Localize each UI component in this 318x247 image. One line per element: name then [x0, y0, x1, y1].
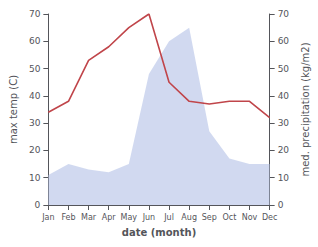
- svg-text:60: 60: [29, 36, 41, 46]
- svg-text:10: 10: [278, 173, 290, 183]
- svg-text:30: 30: [29, 118, 41, 128]
- svg-text:Jul: Jul: [163, 213, 174, 222]
- svg-text:40: 40: [29, 91, 41, 101]
- svg-text:Feb: Feb: [61, 213, 75, 222]
- svg-text:med. precipitation (kg/m2): med. precipitation (kg/m2): [300, 42, 311, 176]
- svg-text:max temp (C): max temp (C): [8, 75, 19, 144]
- svg-text:Sep: Sep: [202, 213, 217, 222]
- svg-text:10: 10: [29, 173, 41, 183]
- svg-text:20: 20: [278, 145, 290, 155]
- svg-text:0: 0: [35, 200, 41, 210]
- svg-text:50: 50: [278, 64, 290, 74]
- svg-text:70: 70: [29, 9, 41, 19]
- svg-text:Aug: Aug: [181, 213, 197, 222]
- svg-text:Jun: Jun: [142, 213, 156, 222]
- svg-text:20: 20: [29, 145, 41, 155]
- svg-text:0: 0: [278, 200, 284, 210]
- svg-text:May: May: [121, 213, 138, 222]
- svg-text:30: 30: [278, 118, 290, 128]
- svg-text:date (month): date (month): [122, 227, 196, 238]
- svg-text:50: 50: [29, 64, 41, 74]
- svg-text:40: 40: [278, 91, 290, 101]
- svg-text:Mar: Mar: [81, 213, 97, 222]
- svg-text:70: 70: [278, 9, 290, 19]
- svg-text:Oct: Oct: [222, 213, 236, 222]
- svg-text:60: 60: [278, 36, 290, 46]
- svg-text:Dec: Dec: [262, 213, 277, 222]
- svg-text:Nov: Nov: [242, 213, 258, 222]
- svg-text:Jan: Jan: [41, 213, 54, 222]
- svg-text:Apr: Apr: [102, 213, 117, 222]
